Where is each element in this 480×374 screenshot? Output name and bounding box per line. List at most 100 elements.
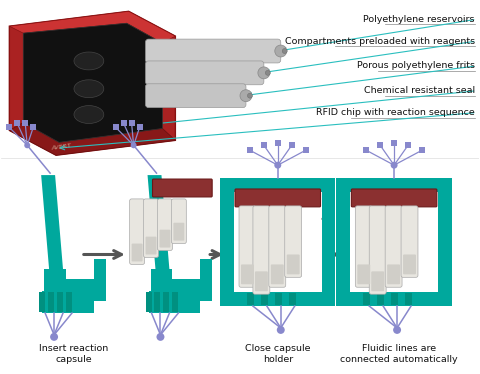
FancyBboxPatch shape bbox=[144, 199, 158, 257]
FancyBboxPatch shape bbox=[403, 254, 416, 275]
Bar bbox=[172, 292, 179, 312]
Bar bbox=[377, 293, 384, 305]
Bar bbox=[151, 279, 200, 291]
Ellipse shape bbox=[74, 80, 104, 98]
FancyBboxPatch shape bbox=[145, 237, 156, 254]
Bar bbox=[164, 292, 169, 312]
Text: Close capsule
holder: Close capsule holder bbox=[245, 344, 311, 364]
FancyBboxPatch shape bbox=[385, 206, 402, 287]
Circle shape bbox=[393, 326, 401, 334]
Text: AVERT: AVERT bbox=[50, 143, 72, 151]
Bar bbox=[288, 293, 296, 305]
Bar bbox=[42, 291, 94, 313]
Ellipse shape bbox=[275, 45, 287, 57]
Circle shape bbox=[50, 333, 58, 341]
FancyBboxPatch shape bbox=[145, 84, 246, 108]
Bar bbox=[363, 147, 369, 153]
Bar bbox=[247, 147, 253, 153]
FancyBboxPatch shape bbox=[351, 189, 437, 207]
Ellipse shape bbox=[258, 67, 270, 79]
Bar bbox=[336, 292, 452, 306]
Bar bbox=[30, 125, 36, 131]
Circle shape bbox=[391, 162, 397, 169]
FancyBboxPatch shape bbox=[153, 179, 212, 197]
Polygon shape bbox=[9, 122, 175, 155]
Bar bbox=[336, 178, 350, 292]
Bar bbox=[438, 178, 452, 292]
Circle shape bbox=[248, 93, 252, 98]
FancyBboxPatch shape bbox=[371, 272, 384, 291]
Bar bbox=[322, 178, 336, 292]
Text: Polyethylene reservoirs: Polyethylene reservoirs bbox=[363, 15, 475, 24]
Circle shape bbox=[24, 142, 30, 148]
Bar bbox=[66, 292, 72, 312]
Bar bbox=[129, 120, 134, 126]
Bar bbox=[275, 293, 282, 305]
Bar bbox=[151, 269, 172, 279]
Bar bbox=[220, 178, 234, 292]
FancyBboxPatch shape bbox=[269, 206, 286, 287]
Text: Compartments preloaded with reagents: Compartments preloaded with reagents bbox=[285, 37, 475, 46]
FancyBboxPatch shape bbox=[241, 264, 254, 284]
FancyBboxPatch shape bbox=[271, 264, 284, 284]
FancyBboxPatch shape bbox=[173, 223, 184, 240]
Circle shape bbox=[282, 49, 287, 53]
FancyBboxPatch shape bbox=[132, 243, 143, 261]
Text: Porous polyethylene frits: Porous polyethylene frits bbox=[357, 61, 475, 70]
Bar bbox=[377, 142, 383, 148]
FancyBboxPatch shape bbox=[369, 206, 386, 294]
Bar bbox=[363, 293, 370, 305]
Polygon shape bbox=[9, 11, 175, 43]
FancyBboxPatch shape bbox=[145, 61, 264, 85]
Text: RFID chip with reaction sequence: RFID chip with reaction sequence bbox=[316, 108, 475, 117]
Bar bbox=[57, 292, 63, 312]
Bar bbox=[94, 260, 106, 301]
FancyBboxPatch shape bbox=[159, 230, 170, 248]
FancyBboxPatch shape bbox=[171, 199, 186, 243]
Circle shape bbox=[274, 162, 281, 169]
Bar bbox=[220, 178, 336, 192]
Bar bbox=[336, 178, 452, 192]
Bar bbox=[44, 279, 94, 291]
FancyBboxPatch shape bbox=[287, 254, 300, 275]
Polygon shape bbox=[23, 23, 162, 142]
FancyBboxPatch shape bbox=[253, 206, 270, 294]
Circle shape bbox=[265, 70, 270, 75]
Bar bbox=[6, 125, 12, 131]
Text: Insert reaction
capsule: Insert reaction capsule bbox=[39, 344, 108, 364]
Bar bbox=[113, 125, 119, 131]
FancyBboxPatch shape bbox=[285, 206, 301, 278]
Bar bbox=[288, 142, 295, 148]
Bar bbox=[302, 147, 309, 153]
FancyBboxPatch shape bbox=[355, 206, 372, 287]
FancyBboxPatch shape bbox=[130, 199, 144, 264]
FancyBboxPatch shape bbox=[145, 39, 281, 63]
FancyBboxPatch shape bbox=[387, 264, 400, 284]
Bar bbox=[247, 293, 254, 305]
Bar bbox=[391, 293, 398, 305]
Bar bbox=[120, 120, 127, 126]
Bar bbox=[220, 292, 336, 306]
Bar bbox=[275, 140, 281, 146]
Ellipse shape bbox=[240, 90, 252, 102]
Ellipse shape bbox=[74, 105, 104, 123]
FancyBboxPatch shape bbox=[357, 264, 370, 284]
Bar bbox=[48, 292, 54, 312]
Text: Fluidic lines are
connected automatically: Fluidic lines are connected automaticall… bbox=[340, 344, 458, 364]
Ellipse shape bbox=[74, 52, 104, 70]
Bar bbox=[44, 269, 66, 279]
Polygon shape bbox=[147, 175, 169, 269]
Bar bbox=[261, 293, 268, 305]
Bar bbox=[200, 260, 212, 301]
Bar bbox=[391, 140, 397, 146]
Bar bbox=[39, 292, 45, 312]
FancyBboxPatch shape bbox=[157, 199, 172, 251]
Bar bbox=[405, 293, 412, 305]
FancyBboxPatch shape bbox=[239, 206, 256, 287]
Bar bbox=[22, 120, 28, 126]
Bar bbox=[14, 120, 20, 126]
Circle shape bbox=[277, 326, 285, 334]
Bar bbox=[261, 142, 267, 148]
Bar bbox=[419, 147, 425, 153]
Circle shape bbox=[156, 333, 165, 341]
